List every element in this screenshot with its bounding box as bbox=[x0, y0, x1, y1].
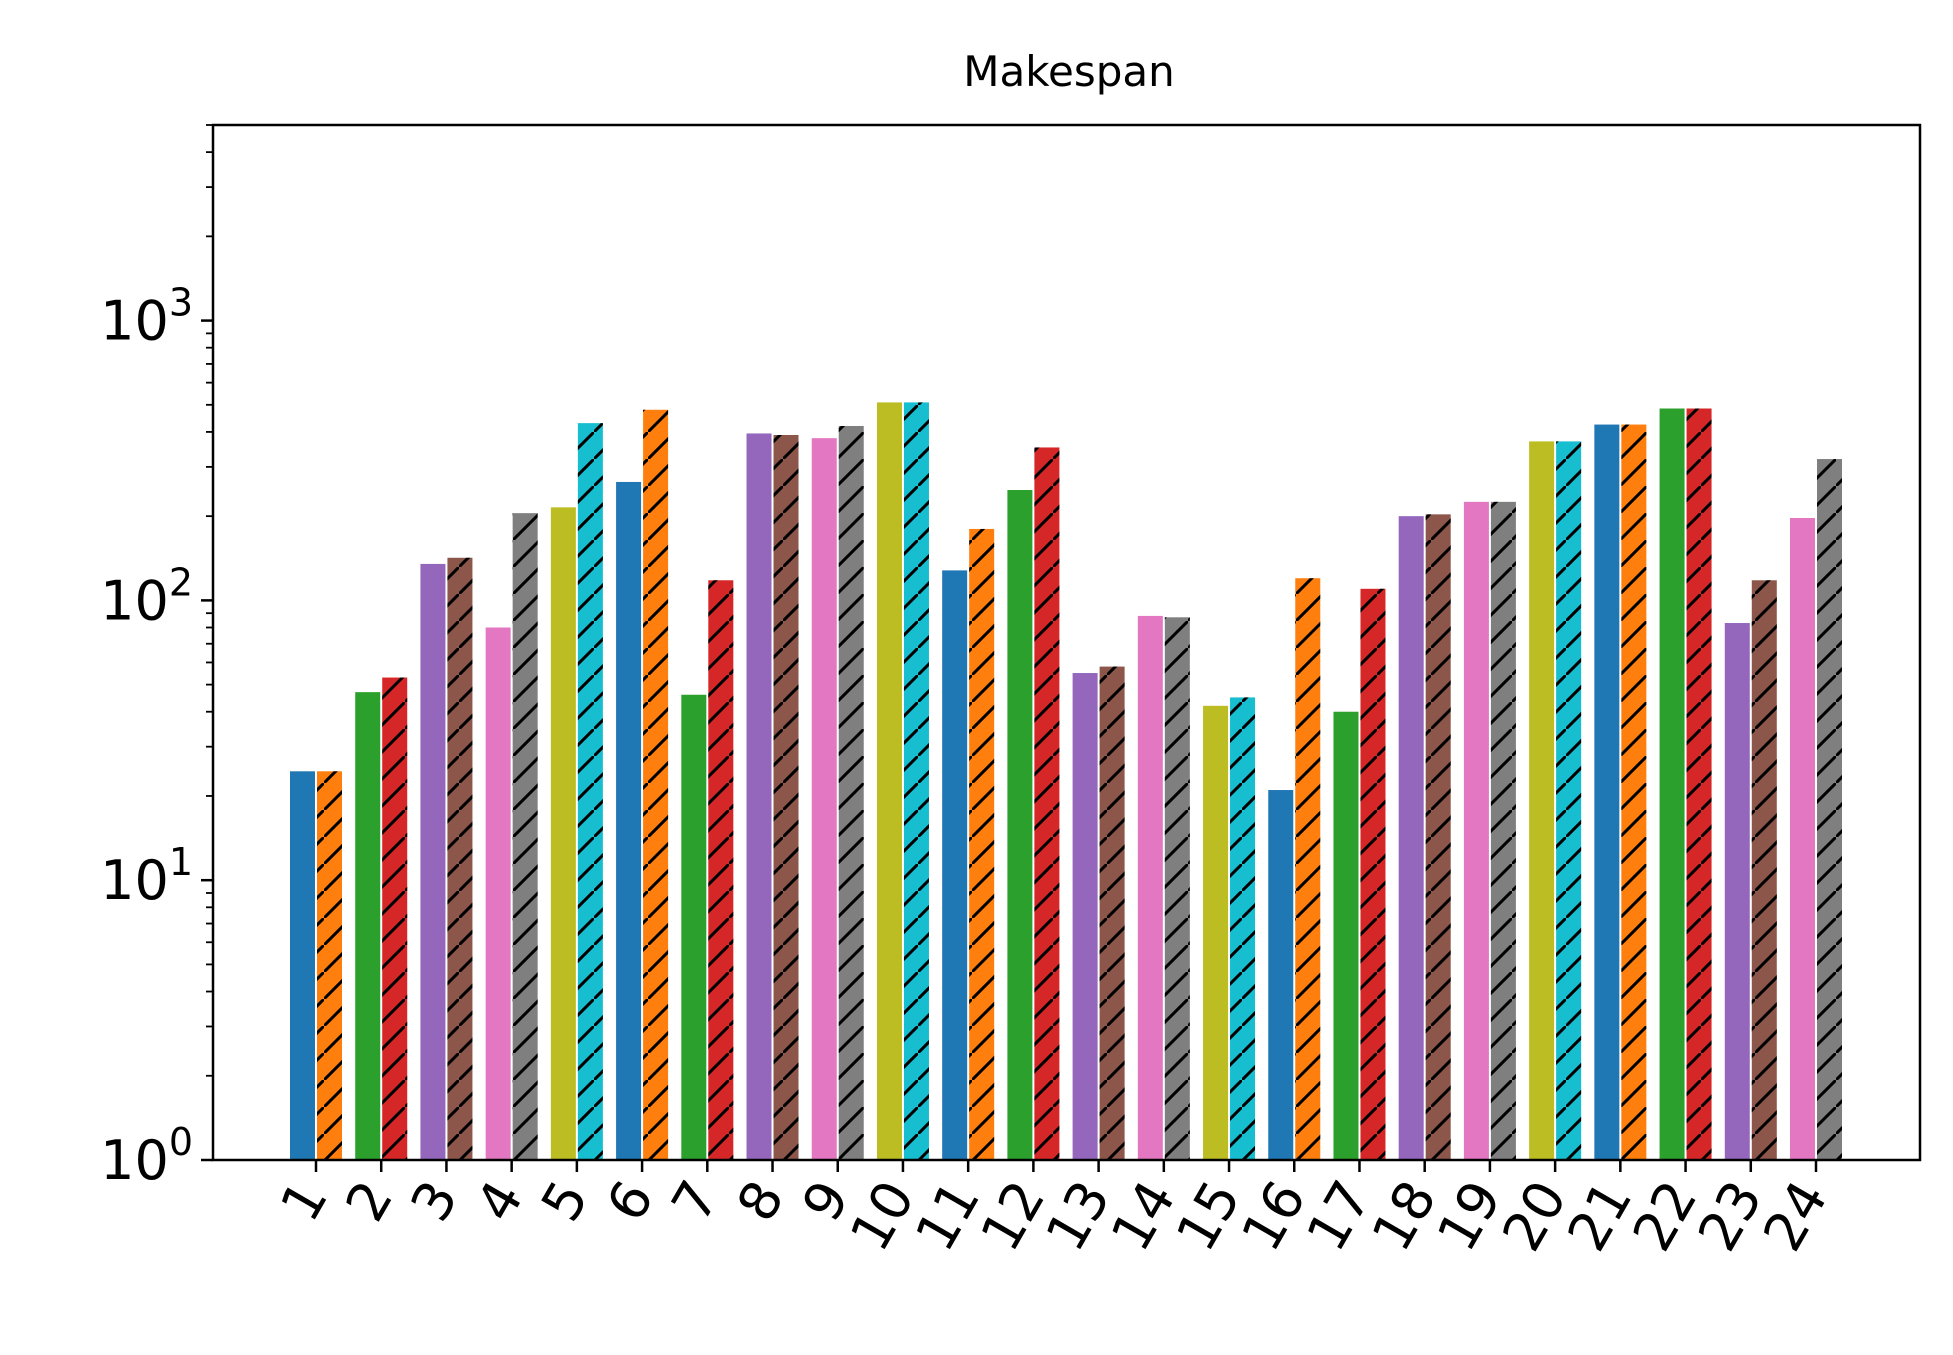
x-tick-label-6: 6 bbox=[594, 1170, 666, 1231]
bar-hatch-20 bbox=[1556, 441, 1582, 1160]
x-tick-label-7: 7 bbox=[660, 1170, 732, 1231]
x-tick-label-4: 4 bbox=[464, 1170, 536, 1231]
bar-hatch-21 bbox=[1621, 424, 1647, 1160]
bar-13-series-1 bbox=[1072, 673, 1098, 1160]
bar-9-series-1 bbox=[811, 438, 837, 1161]
bar-22-series-1 bbox=[1659, 408, 1685, 1160]
bar-21-series-1 bbox=[1594, 424, 1620, 1160]
bar-15-series-1 bbox=[1203, 705, 1229, 1160]
bar-hatch-16 bbox=[1295, 578, 1321, 1160]
y-tick-label: 101 bbox=[100, 840, 193, 912]
bar-16-series-1 bbox=[1268, 790, 1294, 1160]
bar-12-series-1 bbox=[1007, 490, 1033, 1160]
bar-18-series-1 bbox=[1398, 516, 1424, 1160]
y-tick-label: 103 bbox=[100, 281, 193, 353]
bar-3-series-1 bbox=[420, 563, 446, 1160]
bar-hatch-13 bbox=[1099, 666, 1125, 1160]
bars-group bbox=[290, 402, 1842, 1161]
bar-7-series-1 bbox=[681, 694, 707, 1160]
bar-hatch-12 bbox=[1034, 447, 1060, 1160]
bar-8-series-1 bbox=[746, 433, 772, 1160]
bar-hatch-11 bbox=[969, 528, 995, 1160]
y-axis: 100 101 102 103 bbox=[100, 124, 213, 1192]
bar-hatch-17 bbox=[1360, 588, 1386, 1160]
bar-10-series-1 bbox=[876, 402, 902, 1160]
bar-hatch-19 bbox=[1490, 501, 1516, 1160]
bar-5-series-1 bbox=[550, 507, 576, 1160]
bar-hatch-15 bbox=[1230, 697, 1256, 1160]
y-tick-label: 102 bbox=[100, 560, 193, 632]
bar-hatch-4 bbox=[512, 513, 538, 1160]
bar-hatch-5 bbox=[577, 423, 603, 1160]
bar-hatch-1 bbox=[317, 771, 342, 1160]
bar-6-series-1 bbox=[616, 481, 642, 1160]
bar-hatch-8 bbox=[773, 435, 799, 1160]
bar-hatch-22 bbox=[1686, 408, 1712, 1160]
bar-2-series-1 bbox=[355, 692, 381, 1160]
x-tick-label-5: 5 bbox=[529, 1170, 601, 1231]
bar-17-series-1 bbox=[1333, 711, 1359, 1160]
bar-11-series-1 bbox=[942, 570, 968, 1160]
bar-23-series-1 bbox=[1724, 623, 1750, 1160]
chart-title: Makespan bbox=[963, 47, 1175, 96]
bar-hatch-23 bbox=[1751, 580, 1777, 1160]
bar-24-series-1 bbox=[1790, 517, 1815, 1160]
x-tick-label-2: 2 bbox=[333, 1170, 405, 1231]
bar-19-series-1 bbox=[1463, 501, 1489, 1160]
x-tick-label-1: 1 bbox=[268, 1170, 340, 1231]
bar-hatch-9 bbox=[838, 425, 864, 1160]
bar-hatch-24 bbox=[1817, 459, 1842, 1161]
bar-hatch-7 bbox=[708, 580, 734, 1160]
bar-hatch-10 bbox=[903, 402, 929, 1160]
bar-hatch-14 bbox=[1164, 617, 1190, 1160]
x-tick-label-3: 3 bbox=[399, 1170, 471, 1231]
y-tick-label: 100 bbox=[100, 1120, 193, 1192]
x-tick-label-8: 8 bbox=[725, 1170, 797, 1231]
bar-hatch-2 bbox=[382, 677, 408, 1160]
bar-14-series-1 bbox=[1137, 615, 1163, 1160]
bar-hatch-6 bbox=[643, 409, 669, 1160]
bar-1-series-1 bbox=[290, 771, 315, 1160]
bar-4-series-1 bbox=[485, 627, 511, 1160]
plot-frame bbox=[211, 123, 1922, 1162]
bar-hatch-3 bbox=[447, 557, 473, 1160]
x-tick-label-24: 24 bbox=[1751, 1170, 1840, 1261]
bar-20-series-1 bbox=[1529, 441, 1555, 1160]
bar-hatch-18 bbox=[1425, 514, 1451, 1160]
